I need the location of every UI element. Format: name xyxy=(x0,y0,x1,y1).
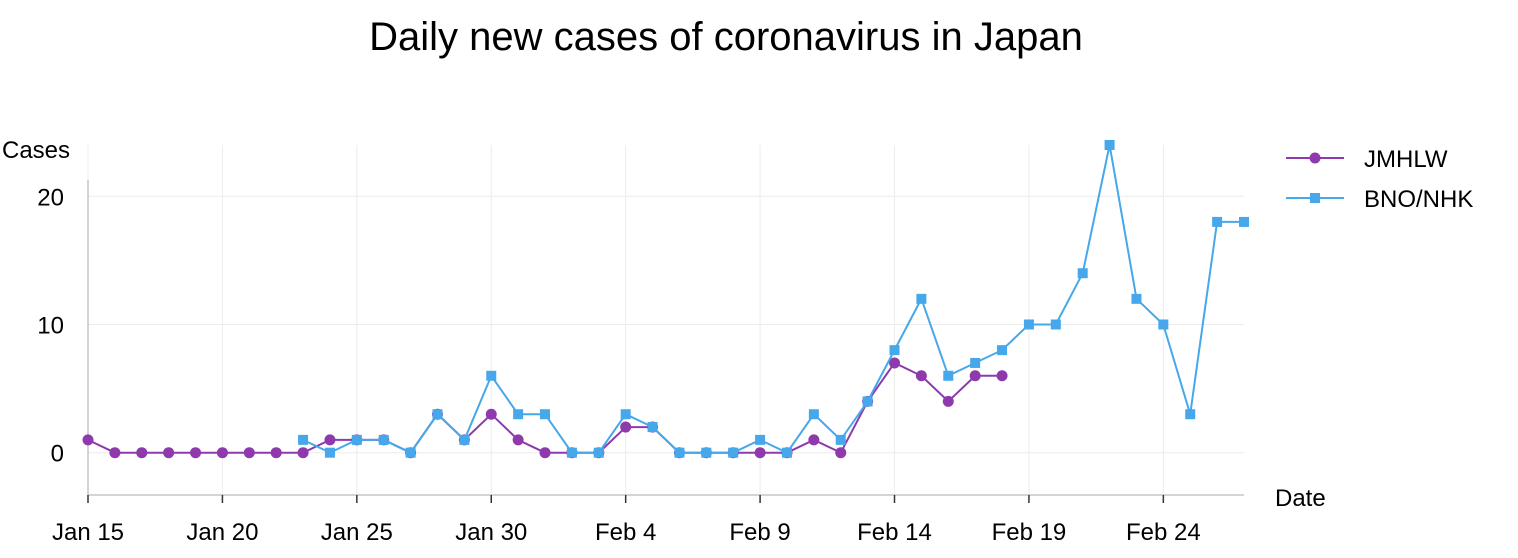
data-point xyxy=(1239,216,1249,227)
chart-title: Daily new cases of coronavirus in Japan xyxy=(369,15,1083,59)
x-tick-label: Jan 20 xyxy=(186,519,258,546)
y-tick-label: 20 xyxy=(37,184,64,211)
data-point xyxy=(647,422,658,433)
data-point xyxy=(298,434,309,445)
data-point xyxy=(512,434,524,446)
data-point xyxy=(1104,140,1115,150)
data-point xyxy=(593,447,604,458)
data-point xyxy=(513,409,524,420)
data-point xyxy=(808,434,820,446)
legend-label: JMHLW xyxy=(1364,146,1448,173)
x-tick-label: Jan 15 xyxy=(52,519,124,546)
data-point xyxy=(163,447,175,459)
tick-labels: Jan 15 Jan 20 Jan 25 Jan 30 Feb 4 Feb 9 Feb 14… xyxy=(37,184,1200,546)
series-jmhlw xyxy=(82,357,1008,459)
data-point xyxy=(862,396,873,407)
data-point xyxy=(485,408,497,420)
data-point xyxy=(1158,319,1169,330)
data-point xyxy=(540,409,551,420)
data-point xyxy=(835,447,847,459)
series-bno-nhk xyxy=(298,140,1249,458)
data-point xyxy=(1212,216,1223,227)
x-axis-label: Date xyxy=(1275,485,1326,512)
data-point xyxy=(109,447,121,459)
legend-marker xyxy=(1310,193,1320,203)
data-point xyxy=(728,447,739,458)
data-point xyxy=(835,434,846,445)
data-point xyxy=(566,447,577,458)
data-point xyxy=(216,447,228,459)
data-point xyxy=(297,447,309,459)
data-point xyxy=(486,370,497,381)
data-point xyxy=(190,447,202,459)
data-point xyxy=(324,434,336,446)
data-point xyxy=(1050,319,1061,330)
series-line xyxy=(87,361,1002,455)
data-point xyxy=(997,345,1008,356)
data-point xyxy=(620,409,631,420)
data-point xyxy=(620,421,632,433)
x-tick-label: Feb 14 xyxy=(857,519,932,546)
data-point xyxy=(701,447,712,458)
data-point xyxy=(324,447,335,458)
y-axis-label: Cases xyxy=(2,137,70,164)
data-point xyxy=(943,370,954,381)
legend-item: BNO/NHK xyxy=(1286,186,1473,213)
x-tick-label: Feb 24 xyxy=(1126,519,1201,546)
x-tick-label: Jan 25 xyxy=(321,519,393,546)
data-point xyxy=(270,447,282,459)
data-point xyxy=(942,395,954,407)
legend-marker xyxy=(1309,152,1321,164)
data-point xyxy=(82,434,94,446)
data-point xyxy=(405,447,416,458)
data-point xyxy=(970,357,981,368)
data-point xyxy=(916,293,927,304)
y-tick-label: 10 xyxy=(37,312,64,339)
data-point xyxy=(781,447,792,458)
data-point xyxy=(889,357,901,369)
data-point xyxy=(1023,319,1034,330)
x-tick-label: Feb 4 xyxy=(595,519,656,546)
data-point xyxy=(1077,268,1088,279)
legend-item: JMHLW xyxy=(1286,146,1448,173)
x-tick-label: Feb 9 xyxy=(729,519,790,546)
data-point xyxy=(674,447,685,458)
series-layer xyxy=(82,140,1249,459)
data-point xyxy=(1185,409,1196,420)
x-tick-label: Feb 19 xyxy=(992,519,1067,546)
data-point xyxy=(459,434,470,445)
data-point xyxy=(755,434,766,445)
axes xyxy=(87,180,1244,496)
data-point xyxy=(808,409,819,420)
data-point xyxy=(915,370,927,382)
data-point xyxy=(996,370,1008,382)
data-point xyxy=(432,409,443,420)
data-point xyxy=(351,434,362,445)
legend: JMHLW BNO/NHK xyxy=(1286,146,1473,213)
series-line xyxy=(302,144,1244,454)
data-point xyxy=(1131,293,1142,304)
data-point xyxy=(969,370,981,382)
x-tick-label: Jan 30 xyxy=(455,519,527,546)
y-tick-label: 0 xyxy=(51,441,64,468)
data-point xyxy=(243,447,255,459)
legend-label: BNO/NHK xyxy=(1364,186,1473,213)
gridlines xyxy=(87,145,1244,495)
data-point xyxy=(754,447,766,459)
data-point xyxy=(889,345,900,356)
data-point xyxy=(378,434,389,445)
data-point xyxy=(539,447,551,459)
data-point xyxy=(136,447,148,459)
